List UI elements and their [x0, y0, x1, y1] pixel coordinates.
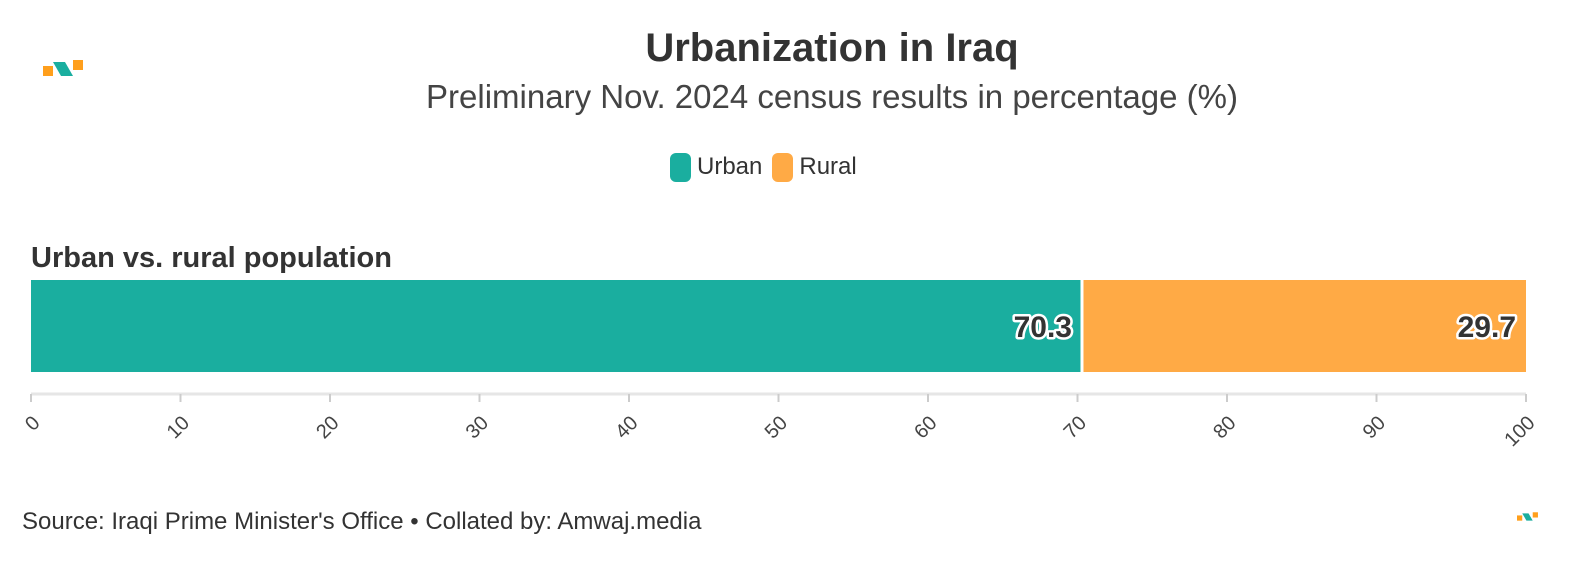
stacked-bar-chart: 70.3 29.7 0 10 20 30 40 50 60 70 80 90 100 — [21, 280, 1540, 451]
bar-segment-rural — [1081, 280, 1526, 372]
category-label: Urban vs. rural population — [31, 242, 392, 274]
chart-title: Urbanization in Iraq — [645, 26, 1019, 70]
x-tick-label-70: 70 — [1060, 412, 1091, 443]
amwaj-logo-icon — [43, 60, 83, 76]
amwaj-logo-small-icon — [1517, 512, 1538, 521]
legend-item-rural[interactable]: Rural — [772, 152, 857, 182]
x-tick-label-100: 100 — [1500, 412, 1539, 451]
x-tick-label-80: 80 — [1209, 412, 1240, 443]
legend-item-urban[interactable]: Urban — [670, 152, 763, 182]
legend-swatch-rural — [772, 152, 794, 182]
x-tick-label-0: 0 — [21, 412, 44, 435]
bar-segment-urban — [31, 280, 1082, 372]
x-tick-label-10: 10 — [163, 412, 194, 443]
x-tick-label-50: 50 — [761, 412, 792, 443]
x-tick-label-20: 20 — [312, 412, 343, 443]
legend-label-urban: Urban — [697, 153, 763, 180]
legend-swatch-urban — [670, 152, 691, 182]
chart-subtitle: Preliminary Nov. 2024 census results in … — [426, 78, 1238, 115]
data-label-urban: 70.3 — [1014, 311, 1072, 344]
legend-label-rural: Rural — [799, 153, 857, 180]
data-label-rural: 29.7 — [1458, 311, 1516, 344]
x-tick-label-60: 60 — [910, 412, 941, 443]
x-tick-label-40: 40 — [611, 412, 642, 443]
x-tick-label-90: 90 — [1359, 412, 1390, 443]
legend: Urban Rural — [670, 150, 857, 184]
source-note: Source: Iraqi Prime Minister's Office • … — [22, 508, 702, 535]
x-tick-label-30: 30 — [462, 412, 493, 443]
